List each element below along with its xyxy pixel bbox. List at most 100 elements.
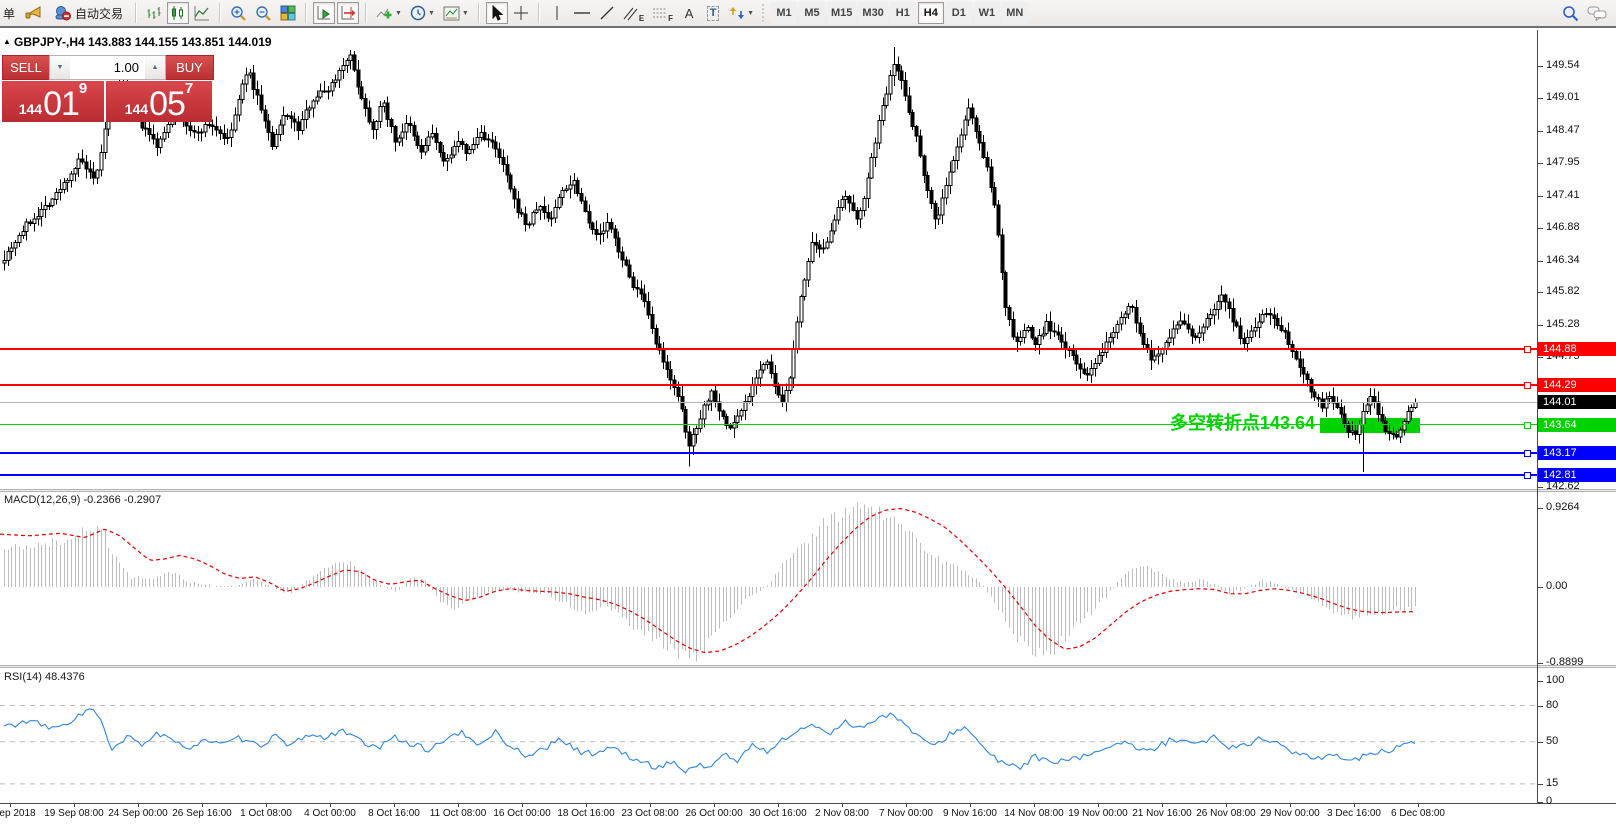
time-tick (1418, 803, 1419, 807)
time-tick (1098, 803, 1099, 807)
price-tick (1538, 261, 1543, 262)
tile-windows-button[interactable] (277, 2, 299, 24)
chart-shift-button[interactable] (337, 2, 360, 24)
volume-decrease-button[interactable]: ▼ (50, 56, 70, 79)
time-tick-label: 29 Nov 00:00 (1260, 808, 1320, 819)
macd-chart[interactable] (0, 492, 1537, 666)
templates-button[interactable]: ▼ (440, 2, 472, 24)
auto-scroll-button[interactable] (313, 2, 336, 24)
time-tick-label: 14 Nov 08:00 (1004, 808, 1064, 819)
price-line-object[interactable] (0, 346, 1537, 353)
text-button[interactable]: A (678, 2, 700, 24)
price-tick (1538, 163, 1543, 164)
timeframe-mn[interactable]: MN (1001, 2, 1028, 24)
time-tick-label: 21 Nov 16:00 (1132, 808, 1192, 819)
time-tick-label: 9 Nov 16:00 (943, 808, 997, 819)
time-tick-label: 23 Oct 08:00 (621, 808, 679, 819)
autotrading-button[interactable]: 自动交易 (48, 2, 129, 24)
sell-button[interactable]: SELL (2, 55, 49, 80)
time-tick-label: 19 Sep 08:00 (44, 808, 104, 819)
line-handle[interactable] (1524, 422, 1531, 429)
periods-button[interactable]: ▼ (407, 2, 438, 24)
price-line-object[interactable] (0, 382, 1537, 389)
price-level-badge: 144.29 (1538, 378, 1616, 392)
volume-value[interactable]: 1.00 (113, 60, 139, 75)
price-tick (1538, 66, 1543, 67)
line-handle[interactable] (1524, 346, 1531, 353)
line-handle[interactable] (1524, 450, 1531, 457)
rsi-panel-separator[interactable] (0, 665, 1616, 668)
timeframe-d1[interactable]: D1 (945, 2, 972, 24)
time-tick (266, 803, 267, 807)
price-line-object[interactable] (0, 472, 1537, 479)
time-tick-label: 4 Oct 00:00 (304, 808, 356, 819)
toolbar-separator (365, 3, 368, 23)
crosshair-icon (513, 6, 528, 20)
candlestick-chart-button[interactable] (167, 2, 190, 24)
pivot-annotation-text[interactable]: 多空转折点143.64 (1169, 413, 1315, 433)
time-tick-label: 7 Nov 00:00 (879, 808, 933, 819)
timeframe-h1[interactable]: H1 (889, 2, 916, 24)
equidistant-channel-button[interactable]: E (620, 2, 647, 24)
timeframe-w1[interactable]: W1 (973, 2, 1000, 24)
time-tick (394, 803, 395, 807)
sell-price-tile[interactable]: 144 01 9 (2, 81, 106, 122)
timeframe-m1[interactable]: M1 (771, 2, 797, 24)
zoom-out-button[interactable] (252, 2, 275, 24)
price-tick-label: 145.28 (1546, 318, 1580, 330)
macd-tick (1538, 508, 1543, 509)
chevron-down-icon: ▼ (395, 9, 402, 17)
buy-price-tile[interactable]: 144 05 7 (106, 81, 212, 122)
line-handle[interactable] (1524, 382, 1531, 389)
trendline-button[interactable] (596, 2, 618, 24)
line-chart-button[interactable] (191, 2, 213, 24)
search-button[interactable] (1559, 2, 1582, 24)
rsi-chart[interactable] (0, 668, 1537, 803)
price-line-object[interactable] (0, 422, 1537, 429)
price-axis-border (1537, 30, 1538, 803)
new-order-button[interactable]: 单 (0, 2, 20, 24)
price-tick (1538, 228, 1543, 229)
timeframe-h4[interactable]: H4 (917, 2, 944, 24)
crosshair-button[interactable] (510, 2, 532, 24)
price-tick-label: 146.88 (1546, 221, 1580, 233)
time-tick (458, 803, 459, 807)
line-handle[interactable] (1524, 472, 1531, 479)
macd-tick (1538, 663, 1543, 664)
indicators-button[interactable]: ▼ (373, 2, 405, 24)
time-tick (1290, 803, 1291, 807)
timeframe-m15[interactable]: M15 (827, 2, 857, 24)
macd-panel-separator[interactable] (0, 489, 1616, 492)
rsi-tick-label: 100 (1546, 674, 1565, 686)
bar-chart-button[interactable] (143, 2, 165, 24)
timeframe-m30[interactable]: M30 (858, 2, 888, 24)
rsi-tick-label: 15 (1546, 777, 1559, 789)
auto-scroll-icon (317, 6, 331, 20)
zoom-in-button[interactable] (227, 2, 250, 24)
price-line-object[interactable] (0, 450, 1537, 457)
buy-button[interactable]: BUY (166, 55, 214, 80)
time-tick (906, 803, 907, 807)
chevron-down-icon: ▼ (427, 9, 435, 17)
fibonacci-button[interactable]: F (649, 2, 676, 24)
time-tick-label: 16 Oct 00:00 (493, 808, 551, 819)
sell-price-big: 01 (43, 85, 80, 123)
toolbar-separator (305, 3, 308, 23)
arrows-button[interactable]: ▼ (726, 2, 757, 24)
volume-increase-button[interactable]: ▲ (145, 56, 165, 79)
text-label-button[interactable]: T (702, 2, 724, 24)
horizontal-line-button[interactable] (570, 2, 594, 24)
price-line-object (0, 402, 1537, 403)
sell-price-prefix: 144 (18, 101, 43, 117)
vertical-line-button[interactable] (546, 2, 568, 24)
chevron-down-icon: ▼ (747, 9, 754, 17)
buy-price-big: 05 (149, 85, 186, 123)
label-glyph: T (706, 5, 720, 21)
horn-icon[interactable] (22, 2, 46, 24)
time-tick-label: 6 Dec 08:00 (1391, 808, 1445, 819)
time-tick (74, 803, 75, 807)
timeframe-m5[interactable]: M5 (799, 2, 825, 24)
chat-button[interactable] (1584, 2, 1610, 24)
cursor-button[interactable] (485, 2, 508, 24)
